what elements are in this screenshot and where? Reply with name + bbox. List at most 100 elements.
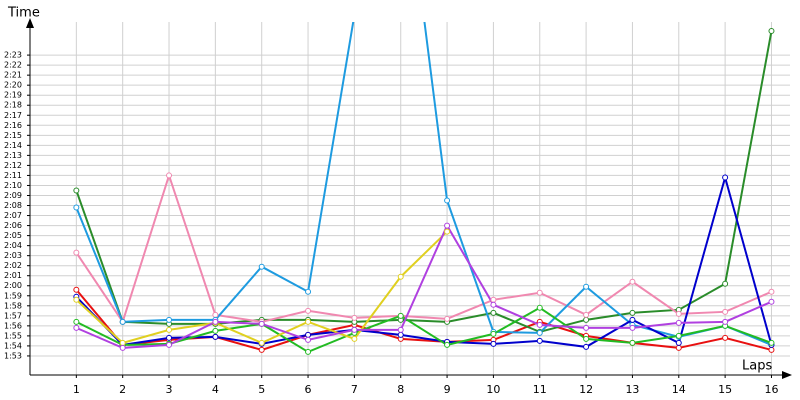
y-tick-label: 2:02 [4,261,22,270]
point [166,341,173,348]
point [768,28,775,35]
x-tick-label: 5 [258,383,265,396]
y-tick-label: 2:08 [4,201,22,210]
y-tick-label: 2:05 [4,231,22,240]
point [490,340,497,347]
point [305,331,312,338]
y-arrow [26,18,34,28]
y-tick-label: 2:16 [4,121,22,130]
point [444,315,451,322]
plot-area [73,22,775,355]
point [73,296,80,303]
y-tick-label: 1:53 [4,351,22,360]
y-tick-label: 2:21 [4,71,22,80]
y-tick-label: 2:11 [4,171,22,180]
y-tick-label: 2:03 [4,251,22,260]
y-tick-label: 1:59 [4,291,22,300]
point [768,298,775,305]
x-tick-label: 1 [73,383,80,396]
series-line [75,30,773,333]
x-tick-label: 15 [718,383,732,396]
x-tick-label: 3 [166,383,173,396]
point [675,344,682,351]
point [722,308,729,315]
point [351,335,358,342]
y-tick-label: 2:01 [4,271,22,280]
point [768,288,775,295]
point [490,309,497,316]
point [397,326,404,333]
y-tick-label: 2:06 [4,221,22,230]
point [305,307,312,314]
point [258,346,265,353]
point [583,316,590,323]
point [722,174,729,181]
point [536,304,543,311]
x-tick-label: 4 [212,383,219,396]
point [768,339,775,346]
point [73,204,80,211]
x-tick-label: 13 [625,383,639,396]
point [73,249,80,256]
point [536,321,543,328]
y-tick-label: 1:56 [4,321,22,330]
series-line [75,223,772,349]
y-tick-label: 2:04 [4,241,22,250]
y-tick-label: 2:23 [4,51,22,60]
y-tick-label: 2:07 [4,211,22,220]
y-tick-label: 2:09 [4,191,22,200]
y-tick-label: 2:18 [4,101,22,110]
point [722,318,729,325]
y-tick-label: 2:14 [4,141,22,150]
point [119,344,126,351]
point [258,320,265,327]
point [212,333,219,340]
y-tick-label: 2:20 [4,81,22,90]
point [629,316,636,323]
point [212,311,219,318]
point [73,318,80,325]
point [675,332,682,339]
x-tick-label: 7 [351,383,358,396]
point [490,301,497,308]
y-tick-label: 1:57 [4,311,22,320]
point [444,222,451,229]
y-tick-label: 2:00 [4,281,22,290]
point [73,286,80,293]
x-tick-label: 2 [119,383,126,396]
y-tick-label: 2:12 [4,161,22,170]
y-tick-label: 2:15 [4,131,22,140]
point [629,309,636,316]
point [536,329,543,336]
y-tick-label: 1:55 [4,331,22,340]
y-tick-label: 1:54 [4,341,22,350]
x-tick-label: 6 [305,383,312,396]
x-tick-label: 9 [444,383,451,396]
point [490,296,497,303]
point [490,330,497,337]
point [675,310,682,317]
point [258,339,265,346]
point [166,334,173,341]
point [536,337,543,344]
point [119,339,126,346]
point [397,331,404,338]
point [629,278,636,285]
point [444,228,451,235]
point [212,327,219,334]
x-tick-label: 12 [579,383,593,396]
y-tick-label: 2:19 [4,91,22,100]
point [166,326,173,333]
x-arrow [782,371,792,379]
x-tick-label: 16 [764,383,778,396]
point [397,273,404,280]
point [444,197,451,204]
point [768,346,775,353]
point [73,187,80,194]
point [583,343,590,350]
point [675,339,682,346]
x-axis-label: Laps [742,359,772,374]
point [583,311,590,318]
point [305,288,312,295]
